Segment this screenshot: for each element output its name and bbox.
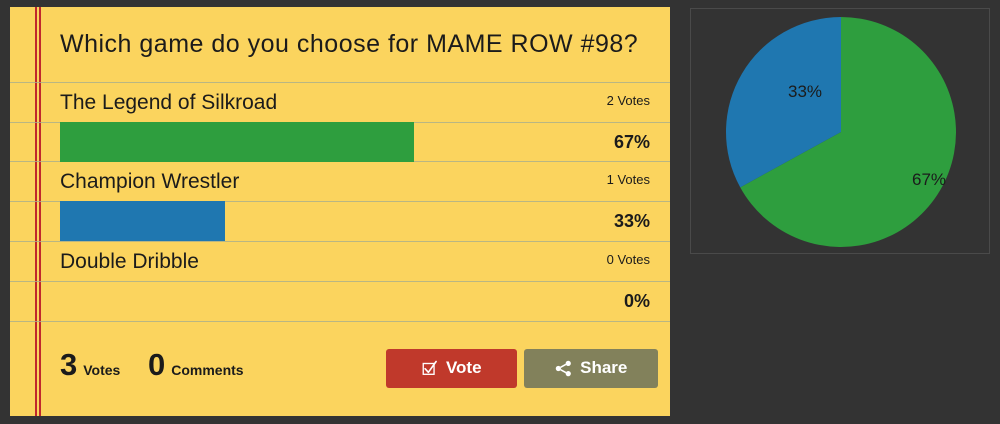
svg-text:33%: 33% bbox=[788, 82, 822, 101]
svg-text:67%: 67% bbox=[912, 170, 946, 189]
